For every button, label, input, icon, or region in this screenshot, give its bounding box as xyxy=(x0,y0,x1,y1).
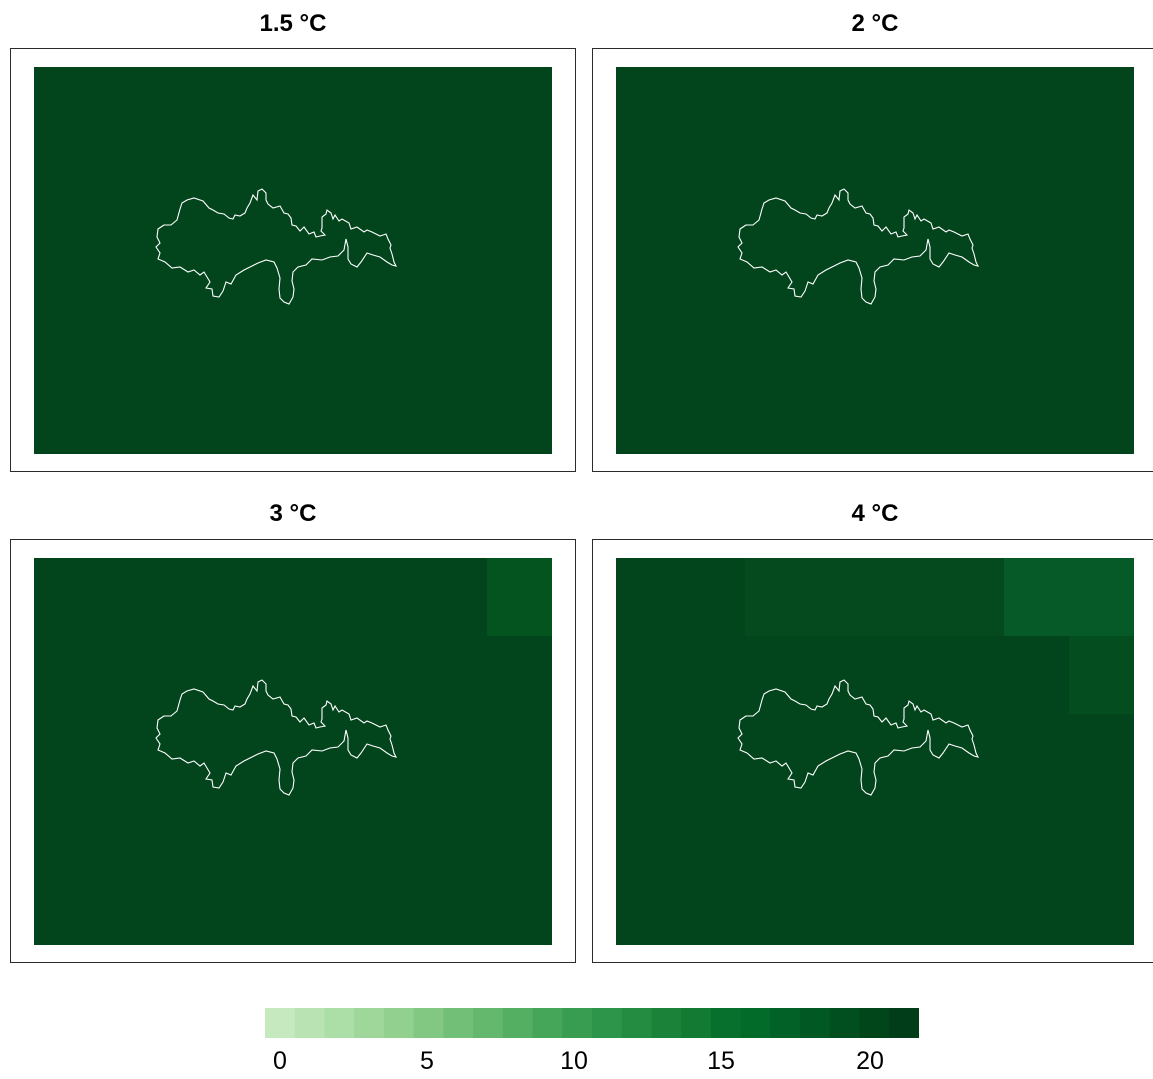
region-outline xyxy=(737,679,980,796)
map-area xyxy=(616,558,1134,945)
colorbar-swatch xyxy=(473,1008,504,1038)
map-panel-4c xyxy=(592,539,1153,963)
grid-cell xyxy=(1069,636,1134,714)
map-panel-3c xyxy=(10,539,576,963)
colorbar-swatch xyxy=(651,1008,682,1038)
colorbar-tick: 0 xyxy=(273,1047,287,1075)
panel-title-2c: 2 °C xyxy=(851,10,899,37)
colorbar-swatch xyxy=(354,1008,385,1038)
colorbar-swatch xyxy=(265,1008,296,1038)
colorbar-swatch xyxy=(383,1008,415,1038)
colorbar-swatch xyxy=(740,1008,771,1038)
colorbar-tick: 20 xyxy=(856,1047,884,1075)
colorbar-swatch xyxy=(562,1008,593,1038)
map-area xyxy=(34,558,552,945)
map-background xyxy=(616,67,1134,454)
map-background xyxy=(34,67,552,454)
map-area xyxy=(34,67,552,454)
colorbar-swatch xyxy=(829,1008,861,1038)
map-panel-2c xyxy=(592,48,1153,472)
colorbar-swatch xyxy=(859,1008,890,1038)
colorbar-swatch xyxy=(800,1008,831,1038)
region-outline xyxy=(155,679,398,796)
colorbar-tick: 15 xyxy=(707,1047,735,1075)
colorbar-swatch xyxy=(770,1008,801,1038)
colorbar-swatch xyxy=(592,1008,623,1038)
colorbar xyxy=(265,1008,919,1038)
colorbar-swatch xyxy=(889,1008,919,1038)
colorbar-swatch xyxy=(443,1008,474,1038)
colorbar-swatch xyxy=(502,1008,534,1038)
colorbar-swatch xyxy=(681,1008,712,1038)
panel-title-3c: 3 °C xyxy=(269,500,317,527)
grid-cell xyxy=(1004,558,1134,636)
colorbar-swatch xyxy=(324,1008,355,1038)
colorbar-swatch xyxy=(413,1008,444,1038)
colorbar-swatch xyxy=(710,1008,742,1038)
panel-title-1-5c: 1.5 °C xyxy=(259,10,327,37)
colorbar-swatch xyxy=(294,1008,326,1038)
colorbar-tick: 5 xyxy=(420,1047,434,1075)
map-panel-1-5c xyxy=(10,48,576,472)
grid-cells xyxy=(487,558,552,636)
colorbar-swatch xyxy=(621,1008,653,1038)
panel-title-4c: 4 °C xyxy=(851,500,899,527)
region-outline xyxy=(737,188,980,305)
grid-cell xyxy=(745,558,1004,636)
colorbar-tick: 10 xyxy=(560,1047,588,1075)
grid-cell xyxy=(487,558,552,636)
colorbar-swatch xyxy=(532,1008,563,1038)
map-area xyxy=(616,67,1134,454)
region-outline xyxy=(155,188,398,305)
map-background xyxy=(34,558,552,945)
grid-cells xyxy=(745,558,1134,714)
